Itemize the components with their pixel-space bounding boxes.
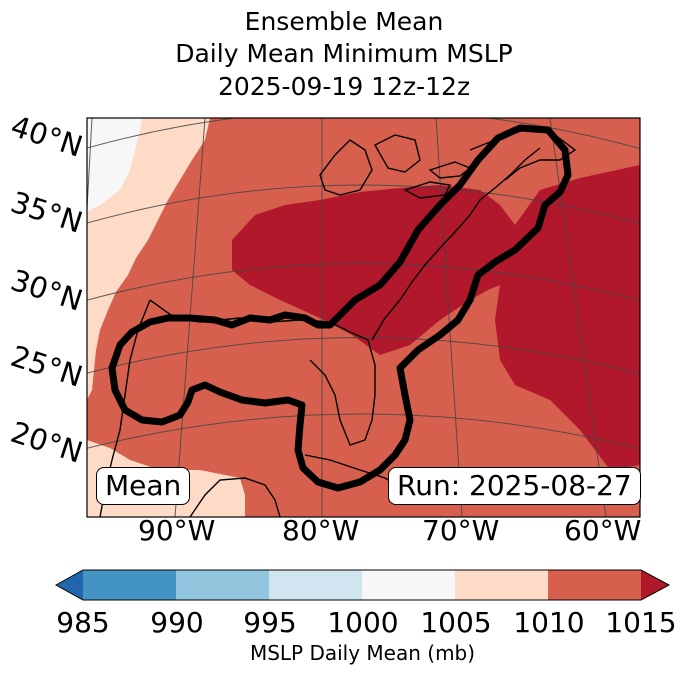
colorbar-title: MSLP Daily Mean (mb) [249, 641, 476, 665]
field-below-1005 [87, 118, 142, 212]
colorbar-extend-high [641, 570, 669, 600]
title-line-3: 2025-09-19 12z-12z [217, 72, 471, 101]
colorbar-tick: 1015 [605, 606, 677, 639]
run-date-label: Run: 2025-08-27 [388, 467, 641, 505]
field-above-1015-central [232, 185, 515, 355]
colorbar [54, 569, 671, 601]
field-above-1015-east [495, 165, 640, 470]
colorbar-segment [362, 570, 455, 600]
graticule-parallels [87, 118, 640, 450]
colorbar-tick: 995 [243, 606, 297, 639]
title-line-1: Ensemble Mean [244, 7, 444, 36]
colorbar-outline [54, 569, 671, 601]
lon-label-60w: 60°W [564, 514, 642, 547]
colorbar-segment [176, 570, 269, 600]
colorbar-segment [83, 570, 176, 600]
lon-label-70w: 70°W [422, 514, 500, 547]
map-frame [86, 117, 641, 518]
colorbar-extend-low [56, 570, 83, 600]
colorbar-tick: 1005 [420, 606, 492, 639]
colorbar-tick: 985 [56, 606, 110, 639]
colorbar-tick: 990 [150, 606, 204, 639]
ensemble-contour [108, 124, 572, 492]
colorbar-segment [548, 570, 641, 600]
colorbar-segment [269, 570, 362, 600]
title-line-2: Daily Mean Minimum MSLP [175, 39, 513, 68]
colorbar-tick: 1000 [327, 606, 399, 639]
lon-label-80w: 80°W [282, 514, 360, 547]
mean-label: Mean [96, 467, 191, 505]
map-area [87, 118, 640, 517]
colorbar-tick: 1010 [513, 606, 585, 639]
lon-label-90w: 90°W [138, 514, 216, 547]
colorbar-segment [455, 570, 548, 600]
